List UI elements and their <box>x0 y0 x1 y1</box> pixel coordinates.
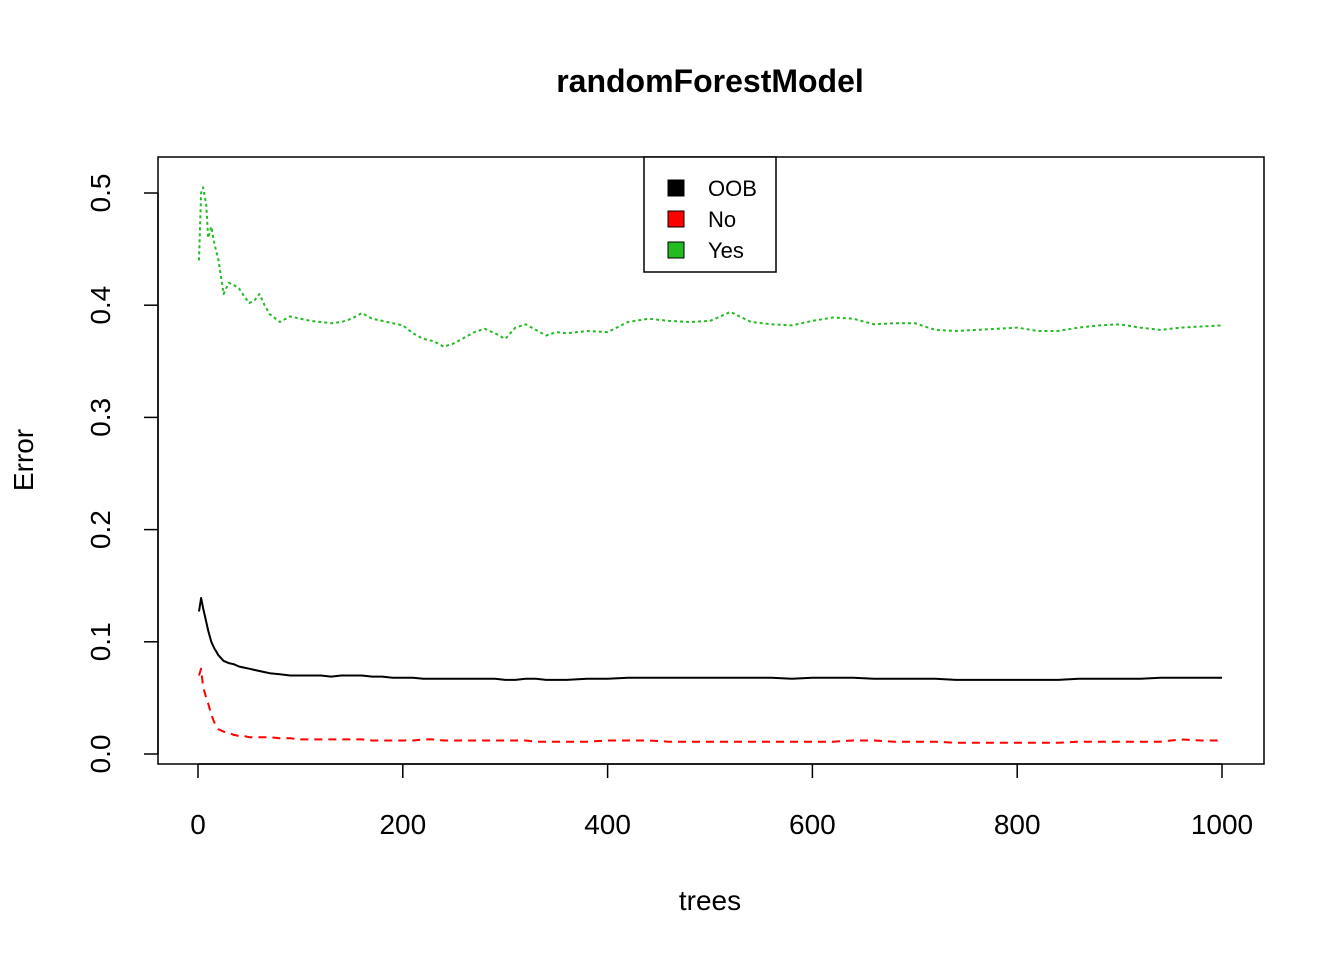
legend-label-no: No <box>708 207 736 232</box>
legend-label-yes: Yes <box>708 238 744 263</box>
y-tick-label: 0.4 <box>85 286 116 325</box>
x-tick-label: 800 <box>994 809 1041 840</box>
y-axis-label: Error <box>8 429 39 491</box>
legend-swatch-oob <box>667 179 685 197</box>
legend-label-oob: OOB <box>708 176 757 201</box>
y-tick-label: 0.5 <box>85 174 116 213</box>
x-axis: 0 200 400 600 800 1000 <box>190 763 1253 840</box>
chart-title: randomForestModel <box>556 63 864 99</box>
legend-box <box>643 156 777 273</box>
y-tick-label: 0.3 <box>85 398 116 437</box>
legend: OOB No Yes <box>643 156 777 273</box>
y-tick-label: 0.2 <box>85 510 116 549</box>
x-tick-label: 0 <box>190 809 206 840</box>
series-line-no <box>198 667 1222 744</box>
y-tick-label: 0.0 <box>85 735 116 774</box>
y-axis: 0.0 0.1 0.2 0.3 0.4 0.5 <box>85 174 159 774</box>
legend-swatch-no <box>667 210 685 228</box>
x-tick-label: 600 <box>789 809 836 840</box>
series-layer <box>198 186 1223 744</box>
x-axis-label: trees <box>679 885 741 916</box>
series-line-oob <box>198 597 1222 681</box>
y-tick-label: 0.1 <box>85 622 116 661</box>
x-tick-label: 400 <box>584 809 631 840</box>
legend-swatch-yes <box>667 241 685 259</box>
x-tick-label: 1000 <box>1191 809 1253 840</box>
x-tick-label: 200 <box>379 809 426 840</box>
series-line-yes <box>198 186 1223 348</box>
